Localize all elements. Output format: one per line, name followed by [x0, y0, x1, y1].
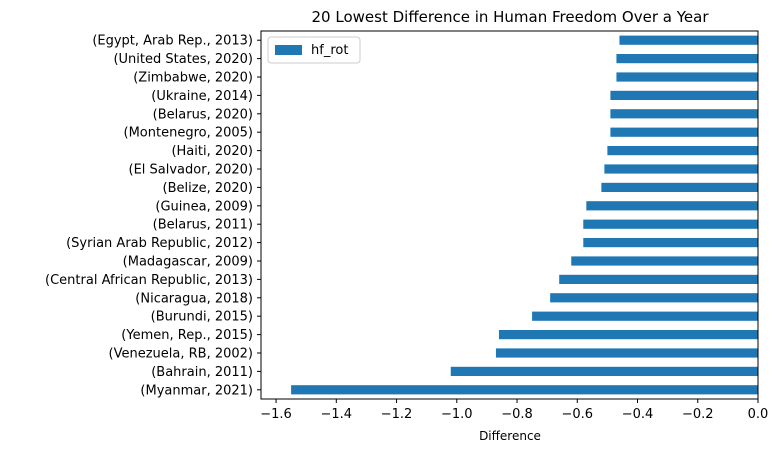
y-tick-label: (Montenegro, 2005) — [124, 126, 254, 141]
y-tick-label: (Central African Republic, 2013) — [45, 273, 253, 288]
y-tick-label: (Zimbabwe, 2020) — [133, 71, 253, 86]
y-tick-label: (Belarus, 2020) — [153, 107, 253, 122]
x-tick-label: −0.4 — [622, 407, 654, 422]
y-tick-label: (El Salvador, 2020) — [129, 163, 254, 178]
bar — [616, 54, 758, 64]
bar — [450, 366, 758, 376]
y-tick-label: (Syrian Arab Republic, 2012) — [66, 236, 253, 251]
bar — [291, 385, 758, 395]
x-tick-label: −1.4 — [321, 407, 353, 422]
x-tick-labels: −1.6 −1.4 −1.2 −1.0 −0.8 −0.6 −0.4 −0.2 0.0 — [260, 399, 768, 422]
plot-frame — [260, 30, 759, 400]
y-tick-label: (Ukraine, 2014) — [151, 89, 253, 104]
y-tick-label: (Egypt, Arab Rep., 2013) — [92, 34, 253, 49]
y-tick-label: (Yemen, Rep., 2015) — [121, 328, 253, 343]
legend-box — [267, 36, 361, 64]
bar — [607, 146, 758, 156]
bar — [604, 164, 758, 174]
y-tick-label: (Myanmar, 2021) — [140, 383, 253, 398]
bar — [610, 90, 758, 100]
y-tick-label: (Belarus, 2011) — [153, 218, 253, 233]
y-tick-label: (Belize, 2020) — [163, 181, 253, 196]
y-tick-label: (Burundi, 2015) — [151, 310, 253, 325]
legend-label: hf_rot — [311, 43, 348, 58]
bar — [498, 330, 758, 340]
bar — [619, 35, 758, 45]
bar — [571, 256, 758, 266]
y-tick-label: (Venezuela, RB, 2002) — [109, 347, 253, 362]
bars-group — [291, 35, 758, 395]
y-tick-labels: (Egypt, Arab Rep., 2013) (United States, … — [45, 34, 261, 398]
bar — [559, 274, 758, 284]
bar — [583, 219, 758, 229]
bar — [495, 348, 758, 358]
x-tick-label: −0.8 — [501, 407, 533, 422]
y-tick-label: (Bahrain, 2011) — [151, 365, 253, 380]
y-tick-label: (Nicaragua, 2018) — [135, 291, 253, 306]
bar — [616, 72, 758, 82]
bar — [610, 109, 758, 119]
y-tick-label: (Guinea, 2009) — [155, 199, 253, 214]
bar — [601, 182, 758, 192]
x-tick-label: −1.0 — [441, 407, 473, 422]
x-tick-label: −1.6 — [260, 407, 292, 422]
bar — [586, 201, 758, 211]
x-tick-label: 0.0 — [748, 407, 769, 422]
y-tick-label: (United States, 2020) — [113, 52, 253, 67]
x-tick-label: −0.6 — [561, 407, 593, 422]
bar — [550, 293, 758, 303]
x-axis-label: Difference — [479, 429, 541, 443]
y-tick-label: (Madagascar, 2009) — [123, 255, 253, 270]
bar — [610, 127, 758, 137]
x-tick-label: −0.2 — [682, 407, 714, 422]
legend: hf_rot — [267, 36, 361, 64]
x-tick-label: −1.2 — [381, 407, 413, 422]
legend-swatch — [275, 45, 302, 55]
bar — [532, 311, 758, 321]
y-tick-label: (Haiti, 2020) — [171, 144, 253, 159]
bar — [583, 238, 758, 248]
chart-title: 20 Lowest Difference in Human Freedom Ov… — [312, 8, 710, 26]
